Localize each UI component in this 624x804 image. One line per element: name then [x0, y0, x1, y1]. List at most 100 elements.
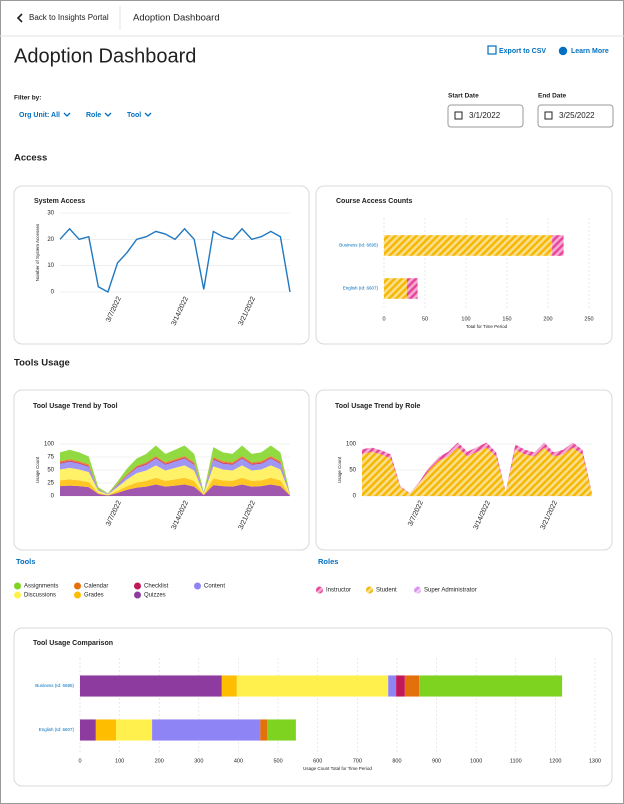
y-tick-label: 0 [51, 494, 55, 500]
card [315, 185, 613, 345]
legend-label: Calendar [84, 584, 108, 590]
page-title: Adoption Dashboard [14, 45, 196, 67]
y-tick-label: 50 [349, 468, 356, 474]
learn-more-link[interactable]: Learn More [571, 48, 609, 55]
bar-segment [406, 278, 418, 299]
x-tick-label: 150 [502, 316, 511, 322]
x-axis-label: Usage Count Total for Time Period [303, 766, 372, 771]
card [13, 627, 613, 787]
date-label: End Date [538, 93, 567, 100]
export-link[interactable]: Export to CSV [499, 48, 546, 55]
bar-segment [396, 675, 405, 697]
calendar-icon [544, 111, 553, 120]
x-tick-label: 200 [543, 316, 552, 322]
chart-title: Tool Usage Comparison [33, 640, 113, 647]
x-tick-label: 500 [273, 758, 282, 764]
y-axis-label: Usage Count [337, 456, 342, 483]
date-value[interactable]: 3/25/2022 [559, 111, 595, 120]
y-tick-label: 0 [353, 494, 357, 500]
bar-segment [236, 675, 389, 697]
bar-segment [80, 675, 222, 697]
bar-segment [388, 675, 397, 697]
legend-label: Content [204, 584, 225, 590]
category-label: English (Id: 6607) [39, 727, 75, 732]
area [60, 465, 290, 495]
bar-segment [552, 235, 564, 256]
date-value[interactable]: 3/1/2022 [469, 111, 501, 120]
legend-label: Checklist [144, 584, 169, 590]
chart-title: Tool Usage Trend by Tool [33, 403, 118, 410]
bar-segment [221, 675, 237, 697]
category-label: Business (Id: 6695) [35, 683, 74, 688]
bar-segment [152, 719, 261, 741]
legend-swatch [134, 582, 141, 590]
legend-label: Student [376, 588, 397, 594]
y-tick-label: 25 [47, 481, 54, 487]
filter-role[interactable]: Role [86, 112, 101, 119]
y-tick-label: 10 [47, 263, 54, 269]
section-title: Access [14, 153, 47, 164]
y-axis-label: Usage Count [35, 456, 40, 483]
bar-segment [404, 675, 420, 697]
date-label: Start Date [448, 93, 479, 100]
x-tick-label: 800 [392, 758, 401, 764]
filter-label: Filter by: [14, 95, 41, 102]
calendar-icon [454, 111, 463, 120]
legend-label: Quizzes [144, 593, 166, 599]
legend-swatch [14, 582, 21, 590]
x-tick-label: 250 [584, 316, 593, 322]
chevron[interactable] [63, 112, 71, 117]
back-link[interactable]: Back to Insights Portal [29, 13, 109, 22]
help-icon[interactable] [558, 46, 568, 56]
x-tick-label: 100 [115, 758, 124, 764]
bar-segment [384, 278, 407, 299]
x-tick-label: 700 [353, 758, 362, 764]
bar-segment [260, 719, 267, 741]
legend-label: Super Administrator [424, 588, 477, 594]
y-axis-label: Number of System Accesses [35, 223, 40, 281]
bar-segment [80, 719, 96, 741]
back-icon[interactable] [16, 13, 23, 23]
area [362, 447, 592, 496]
x-tick-label: 50 [422, 316, 428, 322]
legend-title: Roles [318, 557, 338, 566]
category-label: Business (Id: 6695) [339, 243, 378, 248]
y-tick-label: 30 [47, 211, 54, 217]
export-icon[interactable] [487, 45, 497, 55]
x-tick-label: 0 [382, 316, 385, 322]
area [60, 445, 290, 494]
bar-segment [384, 235, 553, 256]
x-axis-label: Total for Time Period [466, 324, 508, 329]
bar-segment [419, 675, 563, 697]
legend-swatch [74, 582, 81, 590]
chevron[interactable] [104, 112, 112, 117]
chart-title: Course Access Counts [336, 198, 412, 205]
area [60, 457, 290, 494]
x-tick-label: 400 [234, 758, 243, 764]
y-tick-label: 20 [47, 237, 54, 243]
category-label: English (Id: 6607) [343, 286, 379, 291]
chevron[interactable] [144, 112, 152, 117]
area [362, 442, 592, 494]
date-input[interactable] [537, 104, 614, 128]
filter-tool[interactable]: Tool [127, 112, 141, 119]
area [60, 455, 290, 494]
legend-swatch [194, 582, 201, 590]
card [13, 185, 310, 345]
legend-label: Assignments [24, 584, 58, 590]
area [60, 484, 290, 496]
area [60, 458, 290, 495]
x-tick-label: 200 [155, 758, 164, 764]
y-tick-label: 50 [47, 468, 54, 474]
x-tick-label: 1100 [510, 758, 522, 764]
bar-segment [116, 719, 153, 741]
x-tick-label: 1200 [549, 758, 561, 764]
legend-label: Instructor [326, 588, 351, 594]
date-input[interactable] [447, 104, 524, 128]
filter-org-unit[interactable]: Org Unit: All [19, 112, 60, 119]
chart-title: Tool Usage Trend by Role [335, 403, 421, 410]
legend-swatch [414, 586, 421, 594]
x-tick-label: 900 [432, 758, 441, 764]
line [59, 227, 291, 294]
